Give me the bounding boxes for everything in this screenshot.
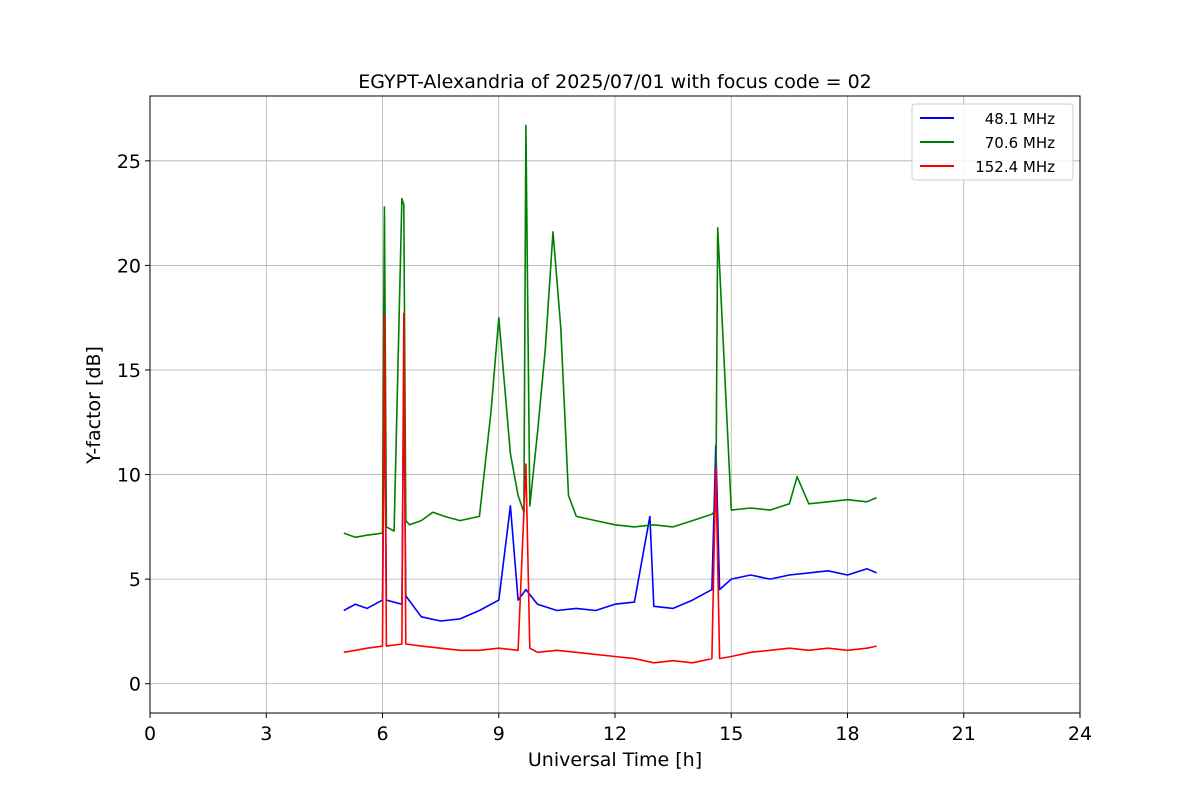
y-axis-label: Y-factor [dB] <box>83 346 105 465</box>
legend-entry-2: 70.6 MHz <box>985 134 1055 152</box>
y-tick-label: 5 <box>129 569 141 591</box>
series-line-2 <box>343 124 877 539</box>
legend-entry-1: 48.1 MHz <box>985 110 1055 128</box>
series-line-3 <box>343 312 877 664</box>
series-line-1 <box>343 358 877 622</box>
x-axis: 0 3 6 9 12 15 18 21 24 <box>144 713 1092 745</box>
x-axis-label: Universal Time [h] <box>528 749 702 771</box>
plot-series <box>343 124 877 664</box>
legend: 48.1 MHz 70.6 MHz 152.4 MHz <box>911 103 1074 181</box>
y-tick-label: 0 <box>129 674 141 696</box>
x-tick-label: 15 <box>719 723 743 745</box>
x-tick-label: 0 <box>144 723 156 745</box>
x-tick-label: 18 <box>835 723 859 745</box>
x-tick-label: 21 <box>952 723 976 745</box>
legend-box <box>911 103 1074 181</box>
x-tick-label: 12 <box>603 723 627 745</box>
y-tick-label: 10 <box>117 465 141 487</box>
x-tick-label: 3 <box>260 723 272 745</box>
chart-title: EGYPT-Alexandria of 2025/07/01 with focu… <box>358 71 872 93</box>
y-tick-label: 25 <box>117 151 141 173</box>
x-tick-label: 6 <box>376 723 388 745</box>
gridlines <box>149 96 1081 713</box>
legend-entry-3: 152.4 MHz <box>975 158 1055 176</box>
x-tick-label: 9 <box>493 723 505 745</box>
x-tick-label: 24 <box>1068 723 1092 745</box>
y-tick-label: 15 <box>117 360 141 382</box>
y-tick-label: 20 <box>117 255 141 277</box>
y-axis: 0 5 10 15 20 25 <box>117 151 150 696</box>
